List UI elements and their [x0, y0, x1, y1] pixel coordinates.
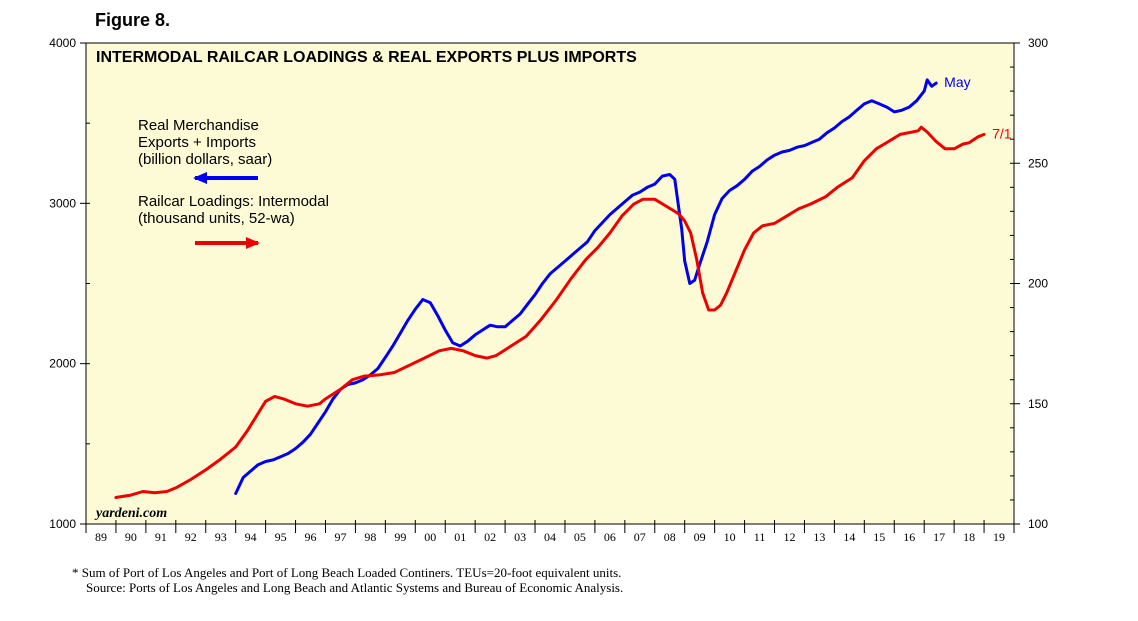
right-axis: 100 150 200 250 300 [1010, 36, 1048, 531]
right-tick-label: 200 [1028, 277, 1048, 291]
right-tick-label: 300 [1028, 36, 1048, 50]
x-tick-label: 96 [305, 530, 317, 544]
series-group: May 7/1 [114, 74, 1012, 499]
legend-arrowhead [246, 237, 260, 249]
x-tick-label: 94 [245, 530, 257, 544]
series-line [114, 125, 986, 499]
x-tick-label: 14 [843, 530, 855, 544]
x-axis: 89 90 91 92 93 94 95 96 97 98 99 00 01 02 03 04 05 06 07 08… [85, 520, 1015, 544]
right-tick-label: 100 [1028, 517, 1048, 531]
x-tick-label: 10 [724, 530, 736, 544]
x-tick-label: 91 [155, 530, 167, 544]
series-end-label: May [944, 74, 970, 90]
x-tick-label: 16 [903, 530, 915, 544]
legend-arrowhead [193, 172, 207, 184]
x-tick-label: 06 [604, 530, 616, 544]
footnote: * Sum of Port of Los Angeles and Port of… [72, 565, 622, 580]
x-tick-label: 08 [664, 530, 676, 544]
legend-label-line: (thousand units, 52-wa) [138, 210, 295, 227]
x-tick-label: 09 [694, 530, 706, 544]
x-tick-label: 03 [514, 530, 526, 544]
left-tick-label: 1000 [49, 517, 76, 531]
x-tick-label: 13 [813, 530, 825, 544]
x-tick-label: 00 [424, 530, 436, 544]
left-tick-label: 4000 [49, 36, 76, 50]
chart-title: INTERMODAL RAILCAR LOADINGS & REAL EXPOR… [96, 49, 637, 66]
watermark: yardeni.com [94, 506, 167, 521]
x-tick-label: 18 [963, 530, 975, 544]
x-tick-label: 92 [185, 530, 197, 544]
legend-label-line: (billion dollars, saar) [138, 151, 272, 168]
series-line [234, 78, 938, 495]
x-tick-label: 97 [334, 530, 346, 544]
source-note: Source: Ports of Los Angeles and Long Be… [86, 580, 624, 595]
x-tick-label: 11 [754, 530, 766, 544]
figure-label: Figure 8. [95, 10, 171, 30]
legend-label-line: Railcar Loadings: Intermodal [138, 193, 329, 210]
left-axis: 1000 2000 3000 4000 [49, 36, 90, 531]
series-end-label: 7/1 [992, 125, 1012, 141]
x-tick-label: 17 [933, 530, 945, 544]
left-tick-label: 2000 [49, 357, 76, 371]
x-tick-label: 15 [873, 530, 885, 544]
x-tick-label: 01 [454, 530, 466, 544]
x-tick-label: 12 [783, 530, 795, 544]
x-tick-label: 90 [125, 530, 137, 544]
x-tick-label: 05 [574, 530, 586, 544]
x-tick-label: 93 [215, 530, 227, 544]
x-tick-label: 99 [394, 530, 406, 544]
legend-label-line: Exports + Imports [138, 134, 256, 151]
x-tick-label: 07 [634, 530, 646, 544]
x-tick-label: 04 [544, 530, 556, 544]
x-tick-label: 19 [993, 530, 1005, 544]
legend-label-line: Real Merchandise [138, 117, 259, 134]
right-tick-label: 250 [1028, 156, 1048, 170]
left-tick-label: 3000 [49, 196, 76, 210]
x-tick-label: 89 [95, 530, 107, 544]
plot-panel [85, 42, 1015, 525]
x-tick-label: 02 [484, 530, 496, 544]
x-tick-label: 98 [364, 530, 376, 544]
right-tick-label: 150 [1028, 397, 1048, 411]
x-tick-label: 95 [275, 530, 287, 544]
